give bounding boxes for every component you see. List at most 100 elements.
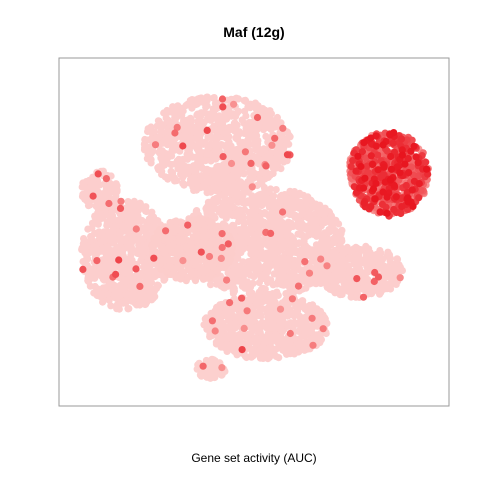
data-point — [323, 236, 331, 244]
data-point — [97, 239, 105, 247]
data-point — [184, 273, 192, 281]
data-point — [168, 160, 176, 169]
data-point — [244, 131, 252, 139]
data-point — [303, 225, 311, 234]
data-point — [179, 142, 187, 150]
data-point — [370, 277, 378, 286]
data-point — [95, 228, 103, 236]
data-point — [141, 224, 149, 232]
data-point — [129, 281, 137, 289]
data-point — [164, 175, 172, 183]
data-point — [188, 104, 196, 112]
data-point — [305, 269, 314, 277]
data-point — [233, 134, 241, 142]
data-point — [224, 203, 232, 211]
data-point — [141, 143, 149, 151]
data-point — [364, 287, 372, 296]
data-point — [279, 346, 287, 354]
data-point — [379, 265, 387, 273]
data-point — [108, 261, 116, 269]
data-point — [323, 262, 331, 270]
data-point — [325, 226, 333, 234]
data-point — [242, 266, 250, 274]
data-point — [358, 148, 366, 156]
data-point — [184, 228, 192, 236]
data-point — [360, 269, 368, 277]
data-point — [270, 302, 278, 310]
data-point — [374, 151, 382, 159]
data-point — [137, 272, 145, 280]
data-point — [309, 341, 317, 349]
data-point — [229, 312, 237, 320]
data-point — [213, 163, 221, 171]
data-point — [218, 230, 226, 238]
data-point — [368, 160, 376, 168]
data-point — [269, 210, 278, 218]
data-point — [117, 235, 125, 243]
data-point — [242, 318, 250, 326]
data-point — [132, 265, 140, 273]
data-point — [236, 206, 244, 214]
data-point — [260, 196, 268, 205]
data-point — [251, 350, 259, 358]
data-point — [134, 300, 142, 308]
data-point — [202, 157, 210, 165]
data-point — [110, 223, 118, 231]
data-point — [173, 177, 181, 185]
data-point — [323, 275, 331, 284]
data-point — [152, 284, 161, 292]
data-point — [264, 304, 272, 312]
data-point — [186, 179, 194, 187]
data-point — [218, 95, 227, 103]
data-point — [255, 279, 263, 287]
data-point — [260, 183, 268, 192]
data-point — [362, 154, 370, 162]
data-point — [238, 116, 246, 124]
data-point — [230, 100, 238, 108]
data-point — [306, 209, 314, 217]
data-point — [253, 155, 261, 163]
data-point — [173, 123, 181, 131]
data-point — [215, 169, 223, 178]
data-point — [251, 99, 259, 107]
data-point — [285, 140, 293, 148]
data-point — [212, 105, 220, 113]
data-point — [257, 242, 265, 250]
data-point — [414, 159, 422, 167]
data-point — [101, 180, 109, 188]
data-point — [134, 201, 143, 210]
data-point — [116, 250, 124, 258]
data-point — [279, 155, 287, 164]
data-point — [240, 324, 248, 332]
data-point — [266, 314, 274, 322]
data-point — [338, 290, 346, 298]
data-point — [207, 281, 215, 289]
data-point — [209, 263, 217, 271]
data-point — [121, 277, 129, 285]
data-point — [174, 102, 182, 110]
data-point — [147, 149, 155, 157]
data-point — [274, 248, 282, 256]
data-point — [387, 152, 395, 161]
data-point — [363, 162, 371, 170]
data-point — [283, 194, 291, 202]
data-point — [415, 194, 423, 202]
data-point — [279, 208, 287, 216]
data-point — [298, 225, 306, 233]
data-point — [106, 232, 114, 240]
data-point — [368, 259, 376, 267]
data-point — [223, 335, 231, 343]
data-point — [189, 142, 198, 150]
data-point — [123, 203, 131, 211]
data-point — [302, 196, 310, 204]
data-point — [138, 253, 146, 261]
data-point — [93, 245, 101, 253]
data-point — [99, 298, 107, 306]
data-point — [152, 248, 160, 256]
data-point — [115, 256, 123, 264]
data-point — [195, 117, 203, 125]
data-point — [210, 183, 218, 191]
data-point — [222, 115, 231, 123]
data-point — [204, 198, 212, 206]
data-point — [106, 213, 114, 221]
